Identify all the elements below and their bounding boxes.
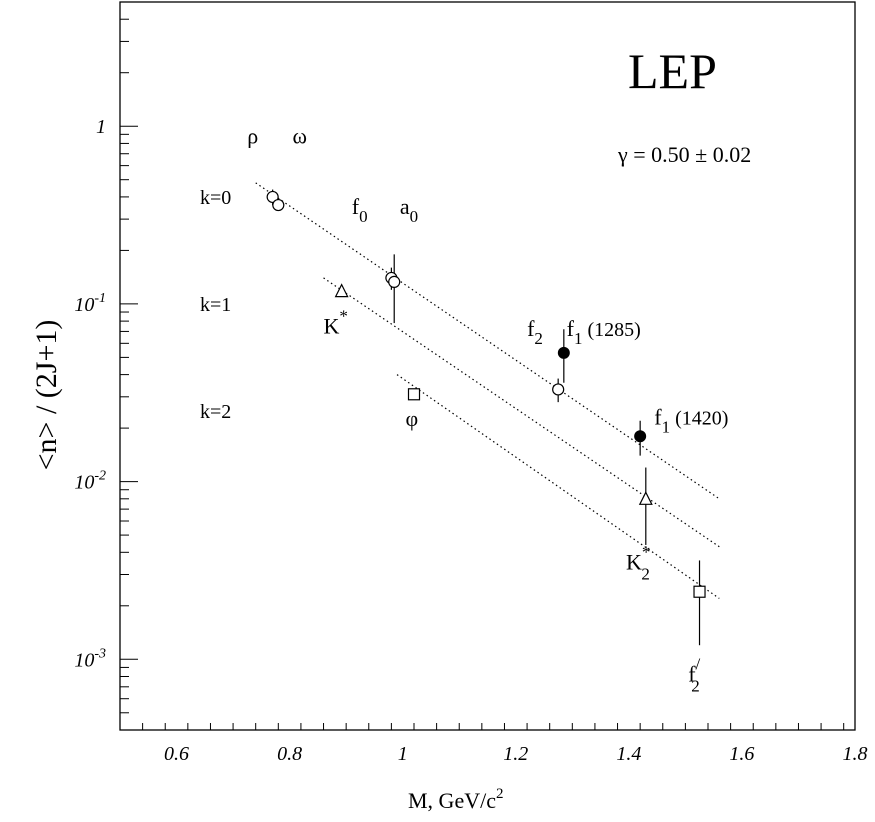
particle-label-k2star: K* 2 <box>626 543 650 584</box>
particle-suffix: (1285) <box>582 319 640 341</box>
x-tick-label: 1.4 <box>616 743 641 765</box>
y-tick-base: 1 <box>96 116 106 138</box>
y-tick-exp: -3 <box>94 646 106 661</box>
data-point-open-square <box>407 388 421 401</box>
particle-symbol: f <box>654 404 662 429</box>
particle-sup: * <box>339 307 348 326</box>
particle-label-f0: f0 <box>352 194 368 226</box>
row-label-k=0: k=0 <box>200 187 231 209</box>
particle-sub: 1 <box>662 417 671 436</box>
particle-label-a0: a0 <box>400 194 418 226</box>
data-point-filled-circle <box>634 430 647 443</box>
data-point-open-square <box>693 585 706 598</box>
x-axis-label-text: M, GeV/c <box>408 788 496 813</box>
particle-label-phi: φ <box>406 406 419 431</box>
y-tick-label: 10-3 <box>74 646 106 671</box>
particle-sub: 0 <box>359 207 368 226</box>
particle-sub: 2 <box>534 329 543 348</box>
row-label-k=1: k=1 <box>200 294 231 316</box>
particle-label-f2prime: f/ 2 <box>688 654 700 695</box>
gamma-annotation: γ = 0.50 ± 0.02 <box>617 142 751 167</box>
particle-label-f1-1285: f1 (1285) <box>567 316 641 348</box>
y-tick-exp: -2 <box>94 469 106 484</box>
particle-symbol: f <box>567 316 575 341</box>
y-tick-label: 10-2 <box>74 469 106 494</box>
y-tick-label: 10-1 <box>74 291 106 316</box>
particle-suffix: (1420) <box>670 407 728 429</box>
y-tick-label: 1 <box>96 116 106 138</box>
data-point-open-circle <box>266 190 279 204</box>
row-label-k=2: k=2 <box>200 401 231 423</box>
fit-line <box>255 182 720 500</box>
particle-sup: * <box>642 543 651 562</box>
particle-symbol: ω <box>292 123 306 148</box>
data-point-open-circle <box>388 275 401 288</box>
plot-frame <box>119 1 856 731</box>
particle-label-rho: ρ <box>247 123 258 148</box>
particle-sup: / <box>696 654 701 673</box>
data-point-open-triangle <box>638 490 653 505</box>
x-tick-label: 0.8 <box>277 743 302 765</box>
particle-sub: 0 <box>410 207 419 226</box>
y-tick-base: 10 <box>74 649 94 671</box>
chart-title: LEP <box>628 43 717 99</box>
particle-label-f2: f2 <box>527 316 543 348</box>
data-point-open-triangle <box>334 283 349 298</box>
particle-sub: 1 <box>574 329 583 348</box>
particle-symbol: f <box>527 316 535 341</box>
particle-label-omega: ω <box>292 123 306 148</box>
particle-symbol: φ <box>406 406 419 431</box>
particle-symbol: a <box>400 194 410 219</box>
x-tick-label: 1.6 <box>729 743 754 765</box>
x-tick-label: 1 <box>398 743 408 765</box>
x-tick-label: 1.2 <box>503 743 528 765</box>
y-axis-label: <n> / (2J+1) <box>30 320 63 471</box>
particle-sub: 2 <box>641 565 650 584</box>
data-point-open-circle <box>552 383 565 396</box>
particle-label-kstar: K* <box>324 307 348 339</box>
particle-symbol: K <box>626 550 642 575</box>
particle-label-f1-1420: f1 (1420) <box>654 404 728 436</box>
fit-line <box>323 277 720 548</box>
x-tick-label: 1.8 <box>843 743 868 765</box>
particle-symbol: ρ <box>247 123 258 148</box>
y-tick-exp: -1 <box>94 291 106 306</box>
x-axis-label-sup: 2 <box>496 786 504 802</box>
particle-sub: 2 <box>691 676 700 695</box>
y-tick-base: 10 <box>74 472 94 494</box>
data-point-filled-circle <box>557 346 570 359</box>
particle-symbol: K <box>324 314 340 339</box>
particle-symbol: f <box>352 194 360 219</box>
x-axis-label: M, GeV/c2 <box>408 786 503 813</box>
data-point-open-circle <box>272 198 285 212</box>
x-tick-label: 0.6 <box>164 743 189 765</box>
y-tick-base: 10 <box>74 294 94 316</box>
particle-symbol: f <box>688 661 696 686</box>
